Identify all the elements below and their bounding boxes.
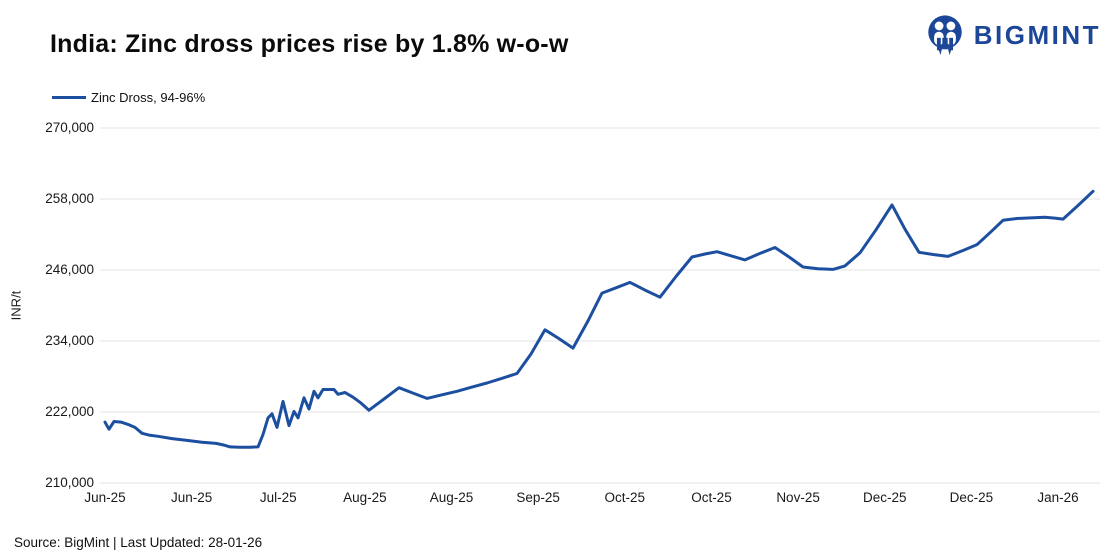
- brand-logo: BIGMINT: [924, 13, 1101, 57]
- legend: Zinc Dross, 94-96%: [52, 90, 205, 105]
- x-tick-label: Jan-26: [1037, 490, 1079, 505]
- brand-wordmark: BIGMINT: [973, 19, 1101, 50]
- legend-line-swatch: [52, 96, 86, 99]
- y-tick-label: 222,000: [45, 404, 94, 419]
- y-tick-label: 258,000: [45, 191, 94, 206]
- x-tick-label: Aug-25: [343, 490, 387, 505]
- x-tick-label: Nov-25: [776, 490, 820, 505]
- y-tick-label: 246,000: [45, 262, 94, 277]
- x-tick-label: Jul-25: [259, 490, 297, 505]
- x-tick-label: Dec-25: [862, 490, 907, 505]
- x-tick-label: Jun-25: [170, 490, 213, 505]
- legend-label: Zinc Dross, 94-96%: [91, 90, 206, 105]
- chart-title: India: Zinc dross prices rise by 1.8% w-…: [50, 30, 569, 58]
- y-tick-label: 210,000: [45, 475, 94, 490]
- y-tick-label: 234,000: [45, 333, 94, 348]
- y-axis-title: INR/t: [8, 290, 24, 321]
- source-caption: Source: BigMint | Last Updated: 28-01-26: [14, 535, 263, 550]
- bigmint-people-icon: [924, 13, 966, 57]
- x-tick-label: Oct-25: [604, 490, 646, 505]
- x-tick-label: Dec-25: [949, 490, 994, 505]
- y-tick-label: 270,000: [45, 120, 94, 135]
- price-line-series: [103, 189, 1095, 449]
- x-tick-label: Sep-25: [516, 490, 560, 505]
- x-tick-label: Jun-25: [84, 490, 126, 505]
- x-tick-label: Aug-25: [429, 490, 474, 505]
- x-tick-label: Oct-25: [691, 490, 732, 505]
